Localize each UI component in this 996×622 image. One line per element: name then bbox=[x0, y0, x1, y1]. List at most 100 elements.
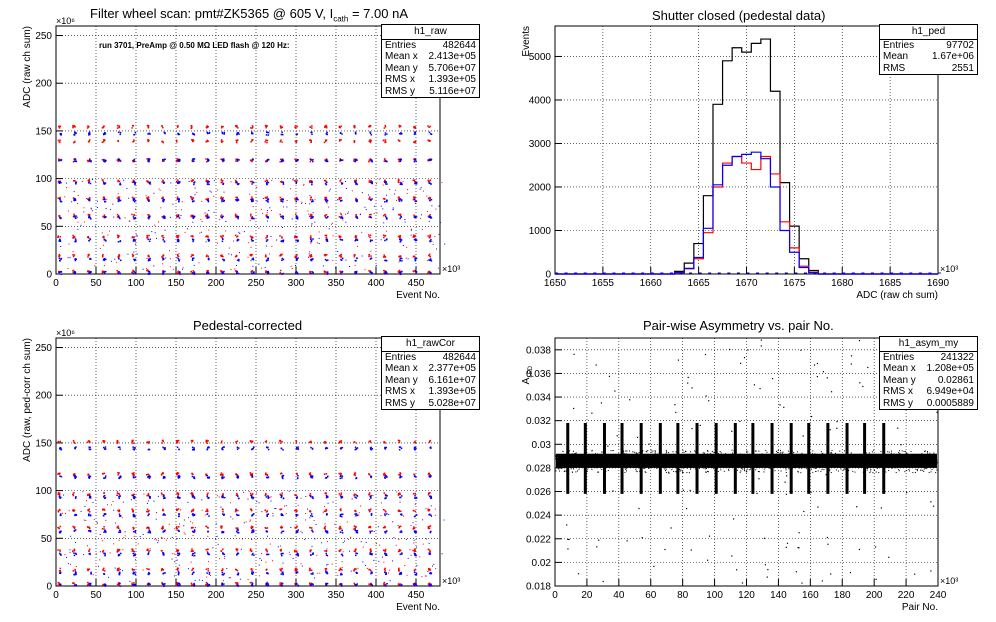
data-point bbox=[88, 140, 90, 143]
data-point bbox=[157, 495, 159, 497]
data-point bbox=[74, 180, 76, 182]
data-point bbox=[353, 141, 356, 144]
data-point bbox=[89, 530, 92, 533]
data-point bbox=[118, 496, 120, 498]
data-point bbox=[397, 270, 400, 273]
x-tick-label: 160 bbox=[802, 590, 819, 601]
data-point bbox=[59, 198, 61, 201]
data-point bbox=[130, 499, 132, 501]
data-point bbox=[192, 240, 194, 243]
data-point bbox=[73, 548, 76, 551]
data-point bbox=[117, 200, 120, 202]
data-point bbox=[221, 180, 224, 182]
data-point bbox=[929, 463, 931, 465]
data-point bbox=[190, 561, 192, 563]
data-point bbox=[295, 196, 298, 199]
data-point bbox=[371, 182, 373, 184]
data-point bbox=[341, 215, 343, 217]
data-point bbox=[176, 159, 178, 162]
data-point bbox=[313, 519, 315, 521]
data-point bbox=[294, 198, 297, 201]
plot-frame bbox=[55, 25, 441, 275]
data-point bbox=[399, 158, 402, 160]
x-tick-label: 0 bbox=[53, 278, 59, 289]
data-point bbox=[192, 571, 195, 574]
data-point bbox=[265, 245, 267, 247]
data-point bbox=[251, 581, 253, 584]
data-point bbox=[221, 214, 223, 216]
data-point bbox=[88, 216, 90, 219]
data-point bbox=[151, 231, 153, 233]
data-point bbox=[311, 127, 313, 129]
data-point bbox=[221, 570, 223, 572]
data-point bbox=[147, 270, 150, 273]
data-point bbox=[222, 160, 225, 162]
data-point bbox=[221, 530, 224, 533]
data-point bbox=[383, 561, 385, 563]
data-point bbox=[132, 160, 135, 163]
data-point bbox=[368, 568, 371, 571]
data-point bbox=[384, 255, 386, 258]
data-point bbox=[400, 476, 403, 478]
data-point bbox=[221, 237, 224, 239]
data-point bbox=[237, 475, 240, 478]
data-point bbox=[688, 472, 690, 474]
data-point bbox=[310, 513, 313, 515]
data-point bbox=[177, 239, 180, 241]
data-point bbox=[222, 553, 224, 555]
data-point bbox=[233, 240, 235, 242]
data-point bbox=[335, 267, 337, 269]
data-point bbox=[339, 515, 342, 517]
data-point bbox=[400, 272, 402, 275]
data-point bbox=[717, 456, 719, 458]
data-point bbox=[385, 553, 388, 555]
data-point bbox=[709, 461, 711, 463]
data-point bbox=[297, 257, 299, 259]
data-point bbox=[89, 493, 91, 495]
data-point bbox=[415, 546, 417, 548]
data-point bbox=[399, 496, 402, 499]
y-multiplier: ×10⁶ bbox=[56, 328, 75, 338]
data-point bbox=[102, 568, 104, 571]
data-point bbox=[119, 160, 122, 162]
data-point bbox=[295, 200, 297, 203]
data-point bbox=[309, 235, 312, 237]
data-point bbox=[339, 474, 342, 477]
data-point bbox=[413, 126, 415, 129]
data-point bbox=[178, 260, 181, 262]
data-point bbox=[338, 569, 341, 572]
data-point bbox=[147, 476, 149, 479]
data-point bbox=[206, 180, 208, 182]
data-point bbox=[176, 196, 179, 198]
data-point bbox=[142, 268, 144, 270]
data-point bbox=[118, 180, 121, 183]
data-point bbox=[324, 271, 327, 273]
data-point bbox=[708, 460, 710, 462]
data-point bbox=[72, 473, 75, 476]
data-point bbox=[163, 240, 166, 243]
data-point bbox=[238, 260, 240, 262]
data-point bbox=[87, 213, 90, 216]
data-point bbox=[252, 132, 254, 135]
data-point bbox=[325, 254, 327, 256]
data-point bbox=[285, 513, 287, 515]
data-point bbox=[103, 509, 106, 511]
data-point bbox=[368, 179, 371, 182]
x-axis-label: Event No. bbox=[396, 290, 440, 301]
data-point bbox=[118, 497, 121, 500]
data-point bbox=[106, 504, 108, 506]
data-point bbox=[251, 131, 253, 133]
data-point bbox=[368, 194, 370, 196]
data-point bbox=[253, 554, 255, 556]
data-point bbox=[692, 463, 694, 465]
data-point bbox=[87, 493, 89, 496]
data-point bbox=[266, 139, 269, 142]
data-point bbox=[338, 442, 340, 444]
x-tick-label: 50 bbox=[90, 590, 102, 601]
data-point bbox=[398, 573, 401, 576]
data-point bbox=[132, 473, 135, 475]
data-point bbox=[161, 256, 163, 258]
data-point bbox=[267, 497, 270, 499]
data-point bbox=[264, 124, 267, 127]
data-point bbox=[355, 584, 358, 587]
